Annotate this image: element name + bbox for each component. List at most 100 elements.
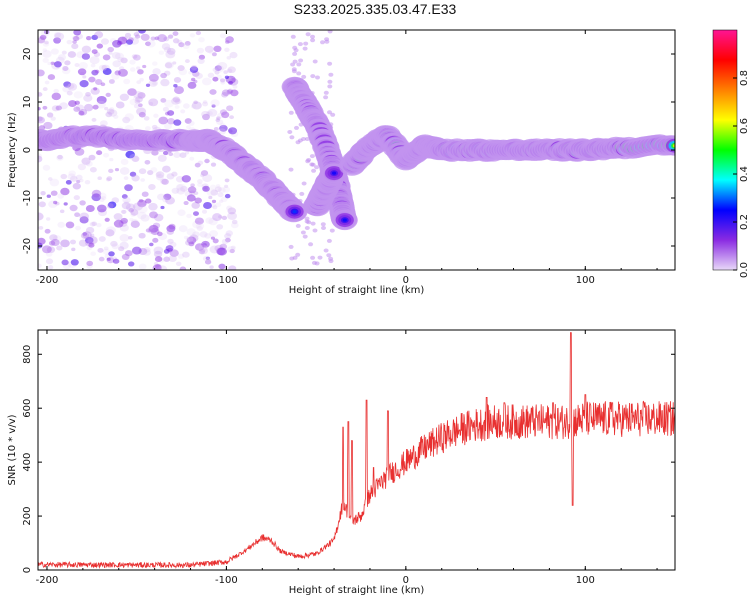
noise-blob bbox=[202, 113, 210, 121]
noise-blob bbox=[127, 88, 137, 96]
noise-blob bbox=[60, 239, 70, 248]
noise-blob bbox=[212, 76, 219, 82]
noise-blob bbox=[85, 160, 93, 167]
noise-blob bbox=[305, 32, 311, 37]
noise-blob bbox=[315, 75, 320, 80]
noise-blob bbox=[292, 59, 298, 64]
noise-blob bbox=[230, 245, 236, 250]
noise-blob bbox=[146, 39, 156, 48]
noise-blob bbox=[138, 30, 146, 34]
noise-blob bbox=[150, 167, 158, 173]
noise-blob bbox=[294, 125, 299, 130]
noise-blob bbox=[119, 167, 130, 175]
noise-blob bbox=[226, 205, 233, 211]
noise-blob bbox=[102, 54, 111, 61]
noise-blob bbox=[119, 234, 130, 242]
noise-blob bbox=[167, 238, 174, 244]
noise-blob bbox=[201, 240, 210, 248]
noise-blob bbox=[42, 57, 49, 63]
noise-blob bbox=[194, 197, 202, 204]
noise-blob bbox=[224, 75, 230, 79]
noise-blob bbox=[39, 34, 47, 40]
noise-blob bbox=[327, 61, 333, 66]
noise-blob bbox=[156, 193, 166, 201]
noise-blob bbox=[102, 67, 112, 76]
noise-blob bbox=[115, 101, 125, 109]
noise-blob bbox=[199, 231, 208, 238]
noise-blob bbox=[79, 80, 89, 88]
ridge-blob bbox=[672, 144, 675, 148]
noise-blob bbox=[138, 232, 146, 239]
noise-blob bbox=[46, 112, 54, 118]
noise-blob bbox=[185, 236, 194, 243]
noise-blob bbox=[55, 105, 62, 111]
noise-blob bbox=[137, 92, 146, 99]
noise-blob bbox=[171, 171, 178, 177]
noise-blob bbox=[197, 179, 203, 184]
noise-blob bbox=[151, 124, 158, 130]
noise-blob bbox=[288, 244, 294, 249]
noise-blob bbox=[68, 100, 77, 108]
colorbar-tick-label: 0.6 bbox=[739, 118, 750, 134]
noise-blob bbox=[301, 181, 307, 186]
noise-blob bbox=[186, 228, 196, 236]
noise-blob bbox=[195, 72, 203, 79]
noise-blob bbox=[42, 41, 50, 47]
noise-blob bbox=[163, 46, 172, 53]
noise-blob bbox=[56, 245, 63, 251]
noise-blob bbox=[167, 110, 175, 116]
noise-blob bbox=[92, 104, 99, 110]
noise-blob bbox=[178, 68, 188, 76]
noise-blob bbox=[210, 162, 217, 167]
noise-blob bbox=[90, 63, 96, 68]
noise-blob bbox=[129, 217, 134, 222]
noise-blob bbox=[107, 46, 114, 53]
noise-blob bbox=[153, 250, 163, 258]
noise-blob bbox=[47, 61, 52, 66]
noise-blob bbox=[89, 56, 100, 65]
noise-blob bbox=[311, 260, 317, 265]
noise-blob bbox=[137, 69, 144, 75]
noise-blob bbox=[292, 51, 298, 56]
noise-blob bbox=[209, 230, 218, 238]
noise-blob bbox=[289, 256, 295, 261]
snr-series-line bbox=[38, 332, 675, 570]
noise-blob bbox=[91, 189, 102, 198]
noise-blob bbox=[136, 66, 141, 70]
noise-blob bbox=[210, 99, 220, 107]
noise-blob bbox=[164, 62, 173, 69]
noise-blob bbox=[132, 202, 143, 211]
noise-blob bbox=[93, 87, 98, 91]
noise-blob bbox=[225, 237, 231, 243]
noise-blob bbox=[185, 240, 192, 246]
noise-blob bbox=[63, 81, 72, 88]
x-tick-label: -100 bbox=[215, 275, 238, 286]
noise-blob bbox=[74, 63, 80, 67]
noise-blob bbox=[172, 31, 179, 36]
noise-blob bbox=[133, 95, 141, 102]
noise-blob bbox=[130, 212, 136, 217]
noise-blob bbox=[193, 211, 199, 216]
noise-blob bbox=[310, 74, 316, 79]
snr-panel: -200 -100 0 100 0 200 400 600 800 Height of strai… bbox=[7, 329, 676, 596]
noise-blob bbox=[38, 116, 45, 124]
noise-blob bbox=[71, 43, 79, 50]
noise-blob bbox=[129, 59, 136, 65]
noise-blob bbox=[166, 173, 175, 180]
noise-blob bbox=[186, 194, 196, 202]
noise-blob bbox=[69, 204, 78, 212]
noise-blob bbox=[149, 211, 158, 219]
noise-blob bbox=[194, 162, 201, 168]
noise-blob bbox=[42, 48, 47, 52]
noise-blob bbox=[124, 113, 135, 121]
noise-blob bbox=[109, 107, 115, 112]
noise-blob bbox=[327, 110, 332, 115]
noise-blob bbox=[290, 34, 296, 39]
noise-blob bbox=[159, 178, 168, 185]
noise-blob bbox=[149, 242, 154, 247]
noise-blob bbox=[83, 94, 93, 102]
noise-blob bbox=[91, 34, 98, 41]
noise-blob bbox=[38, 155, 43, 163]
noise-blob bbox=[158, 116, 168, 125]
